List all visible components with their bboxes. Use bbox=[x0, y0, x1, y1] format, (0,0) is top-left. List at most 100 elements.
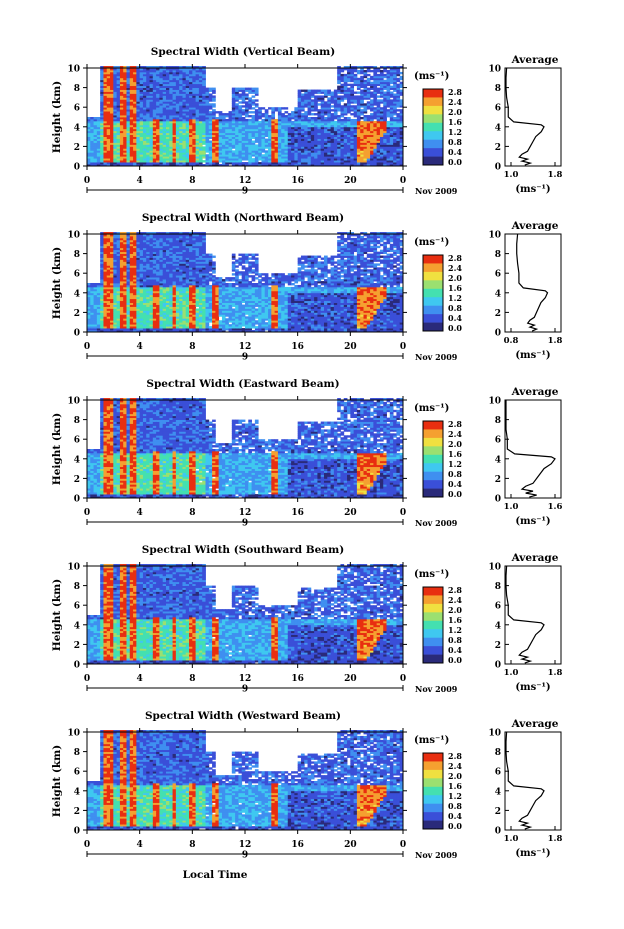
y-tick-label: 0 bbox=[74, 495, 80, 505]
colorbar-tick-label: 2.4 bbox=[448, 595, 462, 605]
colorbar-tick-label: 2.8 bbox=[448, 87, 462, 97]
y-tick-label: 4 bbox=[74, 455, 80, 465]
y-tick-label: 2 bbox=[74, 309, 80, 319]
avg-profile-line bbox=[505, 400, 556, 498]
avg-x-tick-label: 1.8 bbox=[548, 834, 563, 844]
avg-y-tick-label: 6 bbox=[495, 104, 501, 114]
colorbar-swatch bbox=[423, 603, 443, 613]
avg-y-tick-label: 10 bbox=[488, 563, 501, 573]
colorbar-tick-label: 2.8 bbox=[448, 253, 462, 263]
date-label: 9 bbox=[242, 187, 248, 197]
avg-x-tick-label: 1.0 bbox=[504, 502, 519, 512]
colorbar-frame bbox=[422, 586, 444, 664]
colorbar-tick-label: 0.0 bbox=[448, 489, 462, 499]
colorbar-frame bbox=[422, 88, 444, 166]
avg-profile-line bbox=[505, 731, 545, 830]
heatmap bbox=[87, 66, 404, 167]
colorbar-tick-label: 2.0 bbox=[448, 771, 462, 781]
y-tick-label: 2 bbox=[74, 143, 80, 153]
x-tick-label: 12 bbox=[239, 840, 252, 850]
colorbar-swatch bbox=[423, 454, 443, 464]
x-axis-label: Local Time bbox=[183, 869, 248, 881]
colorbar-tick-label: 2.0 bbox=[448, 605, 462, 615]
avg-y-tick-label: 4 bbox=[495, 621, 501, 631]
avg-y-tick-label: 4 bbox=[495, 455, 501, 465]
colorbar-tick-label: 2.4 bbox=[448, 97, 462, 107]
x-tick-label: 20 bbox=[344, 176, 357, 186]
x-tick-label: 12 bbox=[239, 342, 252, 352]
avg-y-tick-label: 0 bbox=[495, 495, 501, 505]
y-tick-label: 2 bbox=[74, 641, 80, 651]
colorbar-swatch bbox=[423, 753, 443, 762]
colorbar-swatch bbox=[423, 322, 443, 332]
avg-unit-label: (ms⁻¹) bbox=[515, 848, 550, 859]
colorbar-tick-label: 0.4 bbox=[448, 811, 462, 821]
colorbar-frame bbox=[422, 420, 444, 498]
date-label: 9 bbox=[242, 851, 248, 861]
colorbar-swatch bbox=[423, 761, 443, 771]
colorbar-swatch bbox=[423, 280, 443, 290]
colorbar-swatch bbox=[423, 620, 443, 630]
avg-x-tick-label: 1.8 bbox=[548, 170, 563, 180]
avg-y-tick-label: 8 bbox=[495, 748, 501, 758]
colorbar-unit: (ms⁻¹) bbox=[414, 735, 449, 746]
colorbar-swatch bbox=[423, 471, 443, 481]
x-tick-label: 4 bbox=[137, 508, 143, 518]
x-tick-label: 4 bbox=[137, 840, 143, 850]
avg-y-tick-label: 6 bbox=[495, 436, 501, 446]
y-tick-label: 10 bbox=[67, 563, 80, 573]
x-tick-label: 8 bbox=[189, 342, 195, 352]
avg-y-tick-label: 8 bbox=[495, 416, 501, 426]
x-tick-label: 0 bbox=[400, 342, 406, 352]
x-tick-label: 0 bbox=[400, 176, 406, 186]
y-tick-label: 8 bbox=[74, 748, 80, 758]
y-tick-label: 0 bbox=[74, 661, 80, 671]
avg-x-tick-label: 1.6 bbox=[548, 502, 563, 512]
x-tick-label: 4 bbox=[137, 342, 143, 352]
colorbar-swatch bbox=[423, 769, 443, 779]
colorbar-tick-label: 1.6 bbox=[448, 615, 462, 625]
colorbar-tick-label: 2.0 bbox=[448, 107, 462, 117]
colorbar-swatch bbox=[423, 646, 443, 655]
x-tick-label: 12 bbox=[239, 674, 252, 684]
avg-title: Average bbox=[511, 552, 559, 564]
y-tick-label: 4 bbox=[74, 787, 80, 797]
x-tick-label: 12 bbox=[239, 508, 252, 518]
y-tick-label: 8 bbox=[74, 84, 80, 94]
x-tick-label: 12 bbox=[239, 176, 252, 186]
avg-title: Average bbox=[511, 220, 559, 232]
avg-y-tick-label: 10 bbox=[488, 397, 501, 407]
colorbar-swatch bbox=[423, 612, 443, 622]
avg-y-tick-label: 0 bbox=[495, 163, 501, 173]
colorbar-tick-label: 1.2 bbox=[448, 791, 462, 801]
y-tick-label: 8 bbox=[74, 582, 80, 592]
avg-unit-label: (ms⁻¹) bbox=[515, 516, 550, 527]
colorbar-tick-label: 0.8 bbox=[448, 137, 462, 147]
colorbar-tick-label: 2.4 bbox=[448, 761, 462, 771]
x-tick-label: 0 bbox=[84, 176, 90, 186]
colorbar-swatch bbox=[423, 812, 443, 821]
y-tick-label: 10 bbox=[67, 397, 80, 407]
y-tick-label: 6 bbox=[74, 436, 80, 446]
avg-y-tick-label: 4 bbox=[495, 787, 501, 797]
colorbar-tick-label: 1.2 bbox=[448, 127, 462, 137]
avg-frame bbox=[504, 565, 562, 665]
y-tick-label: 6 bbox=[74, 768, 80, 778]
colorbar-swatch bbox=[423, 595, 443, 605]
x-tick-label: 20 bbox=[344, 508, 357, 518]
avg-profile-line bbox=[505, 67, 545, 166]
colorbar-tick-label: 1.2 bbox=[448, 293, 462, 303]
y-tick-label: 2 bbox=[74, 475, 80, 485]
colorbar-tick-label: 0.8 bbox=[448, 469, 462, 479]
x-tick-label: 0 bbox=[84, 508, 90, 518]
y-axis-label: Height (km) bbox=[51, 413, 63, 485]
colorbar-tick-label: 0.4 bbox=[448, 147, 462, 157]
colorbar-tick-label: 0.4 bbox=[448, 313, 462, 323]
y-tick-label: 0 bbox=[74, 163, 80, 173]
colorbar-swatch bbox=[423, 654, 443, 664]
colorbar-tick-label: 2.4 bbox=[448, 429, 462, 439]
colorbar-swatch bbox=[423, 803, 443, 813]
avg-y-tick-label: 2 bbox=[495, 143, 501, 153]
colorbar-swatch bbox=[423, 131, 443, 140]
avg-unit-label: (ms⁻¹) bbox=[515, 184, 550, 195]
